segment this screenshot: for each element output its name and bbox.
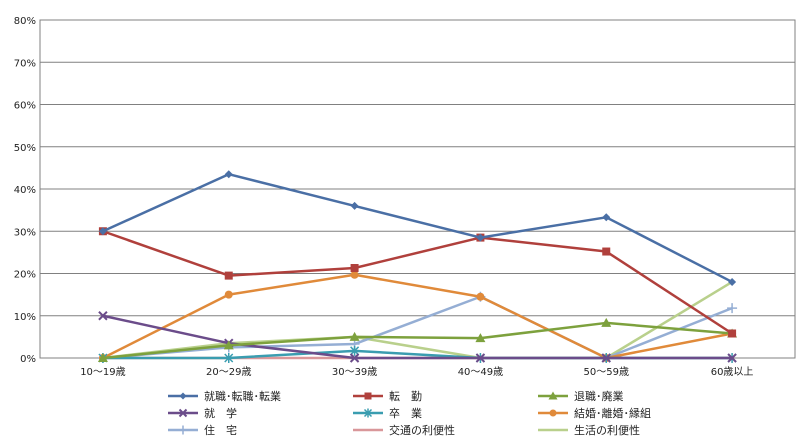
gridlines <box>40 61 795 317</box>
x-axis-tick-labels: 10～19歳 20～29歳 30～39歳 40～49歳 50～59歳 60歳以上 <box>80 366 753 378</box>
legend-label: 就職･転職･転業 <box>204 389 281 403</box>
data-point <box>727 303 738 314</box>
data-point <box>601 317 612 327</box>
series-line <box>102 273 733 360</box>
legend-label: 結婚･離婚･縁組 <box>574 406 651 420</box>
data-point <box>349 353 360 363</box>
legend-swatch-marker <box>549 409 557 417</box>
legend-label: 就 学 <box>204 406 237 420</box>
data-point <box>350 345 360 356</box>
data-point <box>350 264 359 273</box>
legend-item: 住 宅 <box>168 423 237 437</box>
y-tick-label: 20% <box>14 270 36 281</box>
data-point <box>224 170 233 179</box>
legend-label: 生活の利便性 <box>574 423 640 437</box>
legend-swatch-marker <box>179 392 187 400</box>
legend-item: 転 勤 <box>353 390 422 403</box>
data-point <box>98 227 107 236</box>
series-line <box>102 314 733 360</box>
x-tick-label: 30～39歳 <box>332 366 377 378</box>
data-point <box>601 353 611 363</box>
data-point <box>224 353 234 363</box>
legend-item: 生活の利便性 <box>538 423 640 437</box>
y-tick-label: 60% <box>14 101 36 112</box>
y-tick-label: 40% <box>14 185 36 196</box>
series-line <box>102 172 733 284</box>
data-point <box>728 277 737 286</box>
data-point <box>476 292 485 301</box>
legend-label: 退職･廃業 <box>574 389 624 403</box>
data-point <box>224 290 233 299</box>
legend-swatch-marker <box>178 425 188 435</box>
y-tick-label: 0% <box>20 354 36 365</box>
data-point <box>602 247 611 256</box>
series-line <box>102 321 733 360</box>
y-tick-label: 70% <box>14 58 36 69</box>
y-tick-label: 80% <box>14 16 36 27</box>
x-tick-label: 10～19歳 <box>80 366 125 378</box>
data-point <box>728 329 737 338</box>
legend-item: 就職･転職･転業 <box>168 389 281 403</box>
x-tick-label: 40～49歳 <box>458 366 503 378</box>
series-line <box>102 280 733 360</box>
data-point <box>727 353 737 363</box>
legend-swatch-marker <box>363 408 373 418</box>
data-point <box>476 233 485 242</box>
y-axis-tick-labels: 0% 10% 20% 30% 40% 50% 60% 70% 80% <box>14 16 36 365</box>
data-point <box>350 201 359 210</box>
series-group <box>102 280 733 360</box>
legend-item: 交通の利便性 <box>353 423 455 437</box>
legend-swatch-marker <box>548 391 558 400</box>
legend-label: 卒 業 <box>389 406 422 420</box>
y-tick-label: 50% <box>14 143 36 154</box>
legend-item: 卒 業 <box>353 406 422 420</box>
legend-swatch-marker <box>364 392 372 400</box>
x-tick-label: 20～29歳 <box>206 366 251 378</box>
legend-label: 転 勤 <box>389 390 422 403</box>
data-point <box>475 333 486 343</box>
data-point <box>223 340 234 350</box>
legend-label: 住 宅 <box>204 423 237 437</box>
legend-item: 結婚･離婚･縁組 <box>538 406 651 420</box>
legend-label: 交通の利便性 <box>389 423 455 437</box>
y-tick-label: 30% <box>14 227 36 238</box>
series-lines <box>97 170 738 363</box>
y-tick-label: 10% <box>14 312 36 323</box>
series-group <box>98 170 737 286</box>
data-point <box>475 353 486 363</box>
data-point <box>350 270 359 279</box>
series-group <box>97 317 738 362</box>
data-point <box>349 331 360 341</box>
data-point <box>97 353 108 362</box>
data-point <box>98 311 108 321</box>
legend: 就職･転職･転業 転 勤 退職･廃業就 学 卒 業 結婚･離婚･縁組住 宅 交通の利便性 生… <box>168 389 651 437</box>
legend-item: 退職･廃業 <box>538 389 624 403</box>
legend-swatch-marker <box>178 408 188 418</box>
data-point <box>224 271 233 280</box>
series-line <box>102 230 733 335</box>
x-tick-label: 60歳以上 <box>711 366 754 378</box>
legend-item: 就 学 <box>168 406 237 420</box>
x-tick-label: 50～59歳 <box>584 366 629 378</box>
series-line <box>102 295 733 360</box>
data-point <box>602 213 611 222</box>
